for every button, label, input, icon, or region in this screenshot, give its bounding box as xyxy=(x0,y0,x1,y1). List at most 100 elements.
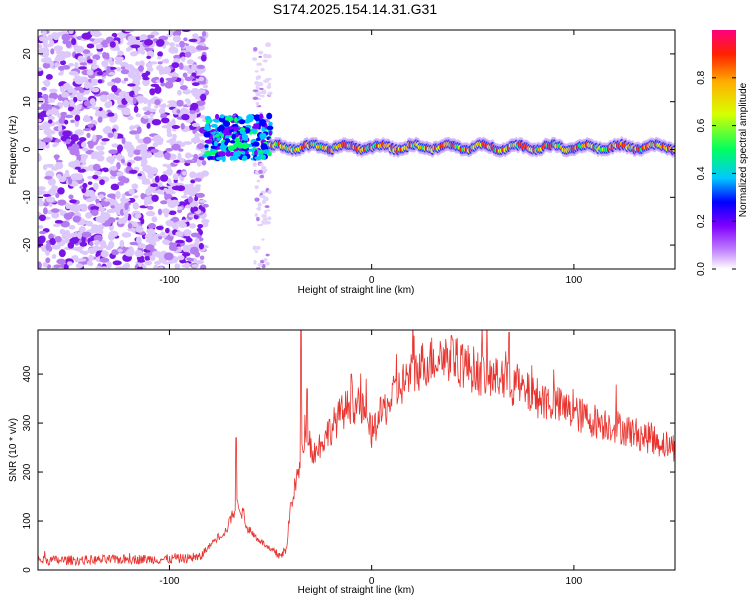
spectrogram-sparse-blob xyxy=(255,85,260,90)
spectrogram-noise-blob xyxy=(109,60,115,66)
spectrogram-noise-blob xyxy=(107,93,116,101)
spectrogram-noise-blob xyxy=(153,264,159,269)
spectrogram-noise-blob xyxy=(68,62,75,67)
spectrogram-noise-blob xyxy=(69,237,79,244)
spectrogram-noise-blob xyxy=(191,139,201,143)
spectrogram-noise-blob xyxy=(184,160,195,164)
spectrogram-noise-blob xyxy=(164,81,174,89)
spectrogram-noise-blob xyxy=(120,66,126,70)
spectrogram-noise-blob xyxy=(199,115,207,119)
spectrogram-noise-blob xyxy=(117,144,123,153)
spectrogram-noise-blob xyxy=(52,143,58,148)
spectrogram-noise-blob xyxy=(121,193,126,201)
spectrogram-noise-blob xyxy=(174,186,180,191)
spectrogram-noise-blob xyxy=(112,154,118,159)
spectrogram-noise-blob xyxy=(98,194,105,199)
spectrogram-noise-blob xyxy=(149,113,154,118)
spectrogram-noise-blob xyxy=(38,112,47,117)
spectrogram-noise-blob xyxy=(56,258,66,265)
spectrogram-noise-blob xyxy=(158,191,165,195)
spectrogram-noise-blob xyxy=(38,118,42,123)
spectrogram-sparse-blob xyxy=(267,82,271,86)
spectrogram-noise-blob xyxy=(123,112,131,116)
spectrogram-onset-blob xyxy=(259,113,264,120)
spectrogram-noise-blob xyxy=(184,51,192,58)
spectrogram-noise-blob xyxy=(195,260,205,264)
spectrogram-noise-blob xyxy=(45,110,51,116)
spectrogram-noise-blob xyxy=(196,64,205,70)
spectrogram-noise-blob xyxy=(193,177,202,182)
spectrogram-noise-blob xyxy=(172,35,181,43)
spectrogram-noise-blob xyxy=(166,126,172,135)
spectrogram-sparse-blob xyxy=(259,194,266,199)
spectrogram-sparse-blob xyxy=(252,57,258,61)
spectrogram-noise-blob xyxy=(171,125,180,129)
spectrogram-noise-blob xyxy=(45,257,51,264)
spectrogram-noise-blob xyxy=(124,250,135,257)
spectrogram-noise-blob xyxy=(117,104,127,108)
spectrogram-noise-blob xyxy=(87,247,97,254)
spectrogram-noise-blob xyxy=(79,250,84,254)
spectrogram-noise-blob xyxy=(87,59,94,64)
spectrogram-noise-blob xyxy=(171,76,177,81)
spectrogram-sparse-blob xyxy=(252,89,259,92)
spectrogram-noise-blob xyxy=(91,78,99,84)
spectrogram-noise-blob xyxy=(136,95,145,102)
spectrogram-noise-blob xyxy=(198,205,203,210)
spectrogram-noise-blob xyxy=(147,172,154,179)
spectrogram-noise-blob xyxy=(49,94,56,99)
spectrogram-noise-blob xyxy=(97,51,103,55)
spectrogram-noise-blob xyxy=(78,97,89,101)
spectrogram-noise-blob xyxy=(65,202,71,210)
spectrogram-noise-blob xyxy=(43,128,52,136)
spectrogram-noise-blob xyxy=(127,83,136,87)
spectrogram-noise-blob xyxy=(194,251,201,258)
spectrogram-noise-blob xyxy=(179,40,185,48)
spectrogram-sparse-blob xyxy=(258,50,264,55)
spectrogram-noise-blob xyxy=(102,51,107,59)
spectrogram-noise-blob xyxy=(116,171,124,176)
spectrogram-noise-blob xyxy=(197,224,204,229)
spectrogram-sparse-blob xyxy=(264,205,270,209)
spectrogram-noise-blob xyxy=(97,116,103,123)
spectrogram-noise-blob xyxy=(196,143,205,150)
spectrogram-noise-blob xyxy=(94,170,102,176)
spectrogram-noise-blob xyxy=(187,46,197,54)
spectrogram-noise-blob xyxy=(86,132,91,138)
spectrogram-noise-blob xyxy=(147,67,154,72)
spectrogram-onset-blob xyxy=(232,126,240,131)
spectrogram-noise-blob xyxy=(82,49,91,54)
spectrogram-noise-blob xyxy=(182,88,192,95)
spectrogram-noise-blob xyxy=(135,132,140,141)
spectrogram-noise-blob xyxy=(148,223,156,229)
spectrogram-noise-blob xyxy=(99,91,109,96)
spectrogram-onset-blob xyxy=(254,149,258,156)
spectrogram-noise-blob xyxy=(142,136,152,144)
spectrogram-noise-blob xyxy=(79,62,88,66)
spectrogram-noise-blob xyxy=(130,39,140,44)
spectrogram-noise-blob xyxy=(58,249,66,258)
spectrogram-onset-blob xyxy=(241,150,246,155)
spectrogram-noise-blob xyxy=(43,79,51,87)
spectrogram-onset-blob xyxy=(241,130,246,136)
spectrogram-sparse-blob xyxy=(258,169,263,174)
spectrogram-noise-blob xyxy=(121,80,127,84)
spectrogram-noise-blob xyxy=(127,71,136,79)
spectrogram-noise-blob xyxy=(167,178,172,185)
spectrogram-noise-blob xyxy=(54,62,60,68)
spectrogram-noise-blob xyxy=(194,132,200,139)
spectrogram-sparse-blob xyxy=(260,94,265,98)
spectrogram-noise-blob xyxy=(180,123,185,130)
spectrogram-noise-blob xyxy=(196,192,205,198)
spectrogram-onset-blob xyxy=(237,143,245,149)
spectrogram-noise-blob xyxy=(47,34,54,41)
spectrogram-noise-blob xyxy=(176,99,184,107)
snr-y-tick-label: 0 xyxy=(22,567,33,573)
spectrogram-noise-blob xyxy=(38,67,43,72)
spectrogram-noise-blob xyxy=(132,97,137,104)
snr-x-tick-label: -100 xyxy=(159,576,179,587)
spectrogram-noise-blob xyxy=(183,37,188,41)
spectrogram-noise-blob xyxy=(167,100,177,104)
chart-title: S174.2025.154.14.31.G31 xyxy=(272,1,438,17)
